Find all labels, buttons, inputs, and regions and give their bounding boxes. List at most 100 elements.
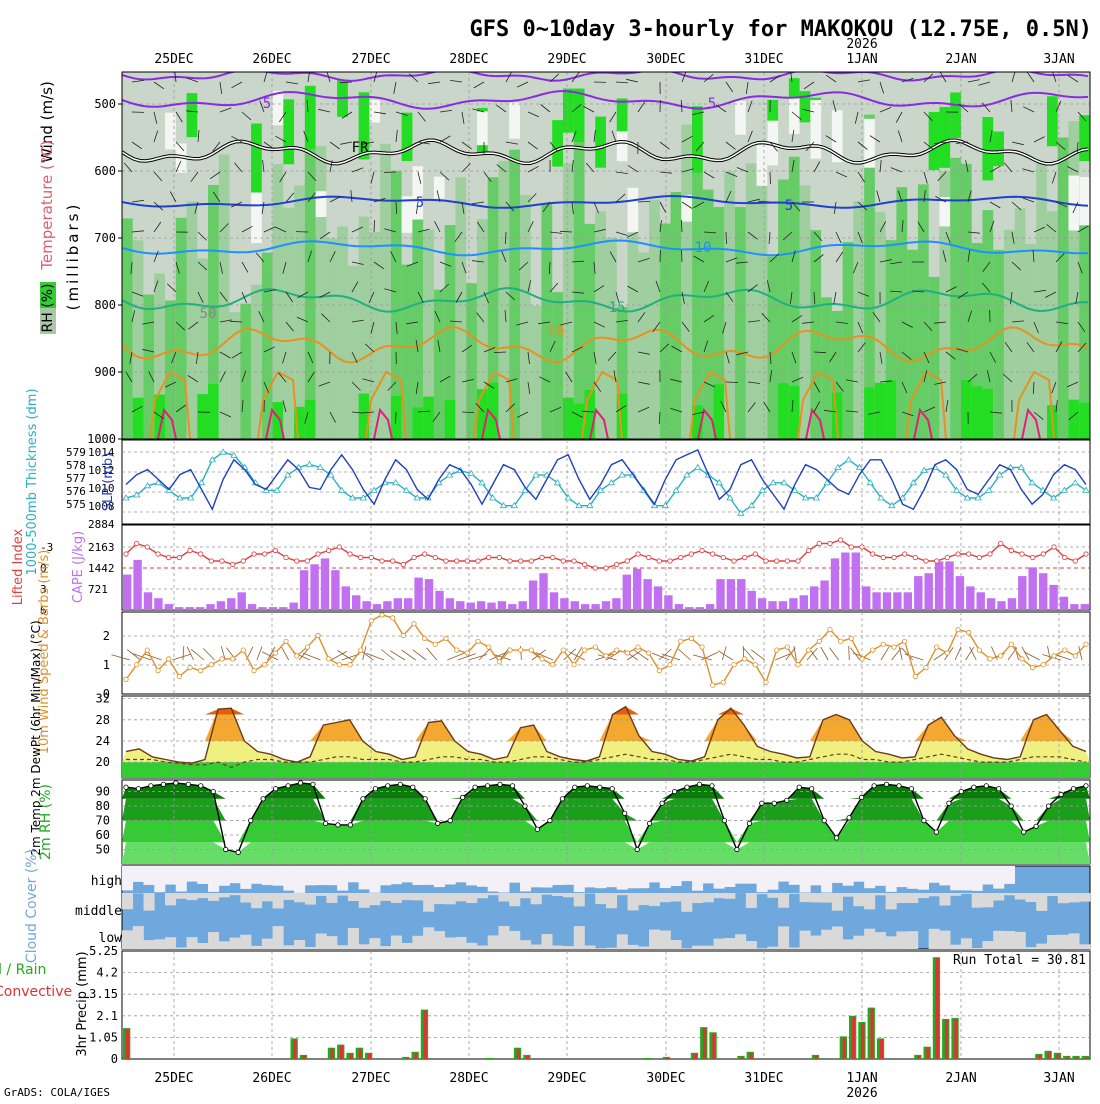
wind-speed-point-89 <box>1073 654 1077 658</box>
lifted-index-point-17 <box>305 559 309 563</box>
cloud-low-26 <box>402 943 413 949</box>
wind-speed-point-72 <box>892 645 896 649</box>
pressure-tick-1000: 1000 <box>87 432 116 446</box>
wind-speed-point-66 <box>828 627 832 631</box>
wind-speed-point-15 <box>284 639 288 643</box>
cloud-high-60 <box>767 866 778 890</box>
precip-conv-bar-99 <box>1047 1052 1050 1059</box>
cloud-low-22 <box>359 944 370 949</box>
rh2m-point-52 <box>772 801 776 805</box>
cloud-low-12 <box>251 946 262 949</box>
wind-speed-point-14 <box>273 651 277 655</box>
rh2m-point-7 <box>211 789 215 793</box>
cape-bar-91 <box>1070 604 1078 610</box>
cape-bar-66 <box>810 586 818 610</box>
lifted-index-point-4 <box>167 555 171 559</box>
cloud-low-63 <box>800 931 811 949</box>
lifted-index-point-80 <box>977 555 981 559</box>
rh-label: 2m RH (%) <box>38 784 54 860</box>
rh2m-point-25 <box>436 821 440 825</box>
precip-conv-bar-30 <box>405 1058 408 1059</box>
cloud-tick-middle: middle <box>75 904 122 919</box>
rh2m-point-2 <box>149 784 153 788</box>
lifted-index-point-48 <box>636 552 640 556</box>
cloud-mid-78 <box>961 893 972 894</box>
cloud-low-68 <box>853 936 864 949</box>
cloud-high-72 <box>896 866 907 887</box>
cape-bar-40 <box>539 573 547 610</box>
cloud-high-32 <box>466 866 477 885</box>
cloud-high-29 <box>434 866 445 887</box>
rh-bright-col <box>864 387 875 447</box>
cloud-low-46 <box>617 934 628 949</box>
cape-bar-65 <box>800 595 808 610</box>
rh-dry-patch <box>1079 177 1090 225</box>
cloud-high-42 <box>574 866 585 892</box>
lifted-index-point-70 <box>871 552 875 556</box>
lifted-index-point-88 <box>1063 555 1067 559</box>
rh-dry-patch <box>509 103 520 139</box>
precip-conv-bar-81 <box>880 1039 883 1059</box>
lifted-index-point-87 <box>1052 545 1056 549</box>
rh2m-point-54 <box>797 785 801 789</box>
cape-bar-62 <box>768 601 776 610</box>
cloud-low-33 <box>477 946 488 950</box>
cloud-high-37 <box>520 866 531 891</box>
cape-bar-83 <box>987 598 995 610</box>
cloud-high-20 <box>337 866 348 891</box>
temp-tick-20: 20 <box>96 755 110 769</box>
wind-speed-point-33 <box>476 639 480 643</box>
lifted-index-point-11 <box>241 559 245 563</box>
cloud-mid-71 <box>886 893 897 909</box>
lifted-index-point-24 <box>380 559 384 563</box>
cape-bar-43 <box>571 601 579 610</box>
wind-speed-point-48 <box>636 645 640 649</box>
rh-green-col <box>821 297 832 439</box>
cape-bar-10 <box>227 598 235 610</box>
lifted-index-point-1 <box>135 541 139 545</box>
cloud-high-62 <box>789 866 800 885</box>
top-date-1JAN: 1JAN <box>846 52 877 67</box>
rh2m-point-22 <box>398 782 402 786</box>
rh2m-point-24 <box>423 797 427 801</box>
rh-dry-patch <box>810 100 821 159</box>
lifted-index-point-63 <box>796 559 800 563</box>
cape-bar-55 <box>696 607 704 610</box>
wind-speed-point-81 <box>988 657 992 661</box>
wind-speed-point-51 <box>668 663 672 667</box>
rh2m-point-35 <box>560 797 564 801</box>
cloud-low-9 <box>219 941 230 949</box>
rh-green-col <box>412 220 423 439</box>
precip-conv-bar-103 <box>1085 1057 1088 1059</box>
cape-bar-23 <box>362 601 370 610</box>
cape-bar-53 <box>675 604 683 610</box>
top-date-27DEC: 27DEC <box>351 52 390 67</box>
rh-green-col <box>1004 230 1015 439</box>
rh2m-point-57 <box>834 836 838 840</box>
lifted-index-point-5 <box>177 555 181 559</box>
cloud-low-11 <box>240 935 251 949</box>
cloud-high-53 <box>692 866 703 891</box>
cloud-mid-23 <box>369 893 380 905</box>
cape-bar-22 <box>352 595 360 610</box>
bottom-date-31DEC: 31DEC <box>744 1071 783 1086</box>
wind-speed-point-88 <box>1063 648 1067 652</box>
cloud-mid-81 <box>993 893 1004 901</box>
rh2m-point-30 <box>498 782 502 786</box>
rh-dry-patch <box>165 113 176 150</box>
cloud-mid-70 <box>875 893 886 895</box>
cloud-mid-42 <box>574 893 585 906</box>
rh2m-point-71 <box>1009 804 1013 808</box>
precip-conv-bar-25 <box>359 1049 362 1059</box>
rh2m-point-39 <box>610 787 614 791</box>
cloud-high-0 <box>122 866 133 890</box>
cloud-low-53 <box>692 946 703 949</box>
cape-bar-11 <box>238 592 246 610</box>
cloud-low-17 <box>305 947 316 949</box>
cloud-low-40 <box>552 946 563 950</box>
cloud-low-86 <box>1047 935 1058 949</box>
lifted-index-point-76 <box>935 559 939 563</box>
rh-bright-top <box>563 89 574 133</box>
wind-barb <box>396 412 397 424</box>
